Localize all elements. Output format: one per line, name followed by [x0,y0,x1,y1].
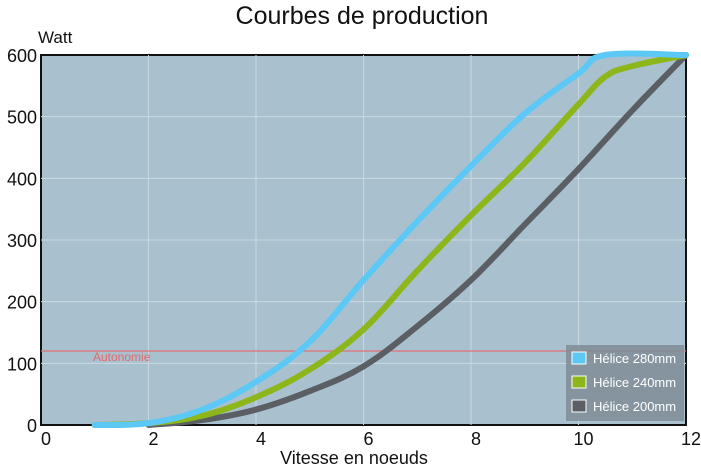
legend-label: Hélice 240mm [593,375,676,390]
legend-swatch [571,351,587,365]
y-tick-label: 400 [7,169,37,189]
x-tick-label: 8 [471,429,481,449]
x-axis-label: Vitesse en noeuds [280,448,428,468]
autonomy-label: Autonomie [93,350,151,364]
x-tick-label: 0 [41,429,51,449]
x-axis-ticks: 0 2 4 6 8 10 12 [41,429,701,449]
legend-swatch [571,399,587,413]
y-tick-label: 200 [7,293,37,313]
series-lines [91,50,689,428]
chart-title: Courbes de production [236,2,489,30]
legend-label: Hélice 200mm [593,399,676,414]
x-tick-label: 4 [256,429,266,449]
legend: Hélice 280mm Hélice 240mm Hélice 200mm [566,345,684,421]
y-tick-label: 0 [27,416,37,436]
series-line [91,50,689,428]
legend-label: Hélice 280mm [593,351,676,366]
y-axis-ticks: 0 100 200 300 400 500 600 [7,46,37,436]
x-tick-label: 10 [573,429,593,449]
x-tick-label: 6 [363,429,373,449]
y-tick-label: 600 [7,46,37,66]
y-axis-label: Watt [38,28,73,47]
y-tick-label: 500 [7,108,37,128]
x-tick-label: 2 [148,429,158,449]
y-tick-label: 300 [7,231,37,251]
y-tick-label: 100 [7,354,37,374]
series-line [91,52,689,428]
series-line [145,52,689,428]
x-tick-label: 12 [681,429,701,449]
legend-swatch [571,375,587,389]
